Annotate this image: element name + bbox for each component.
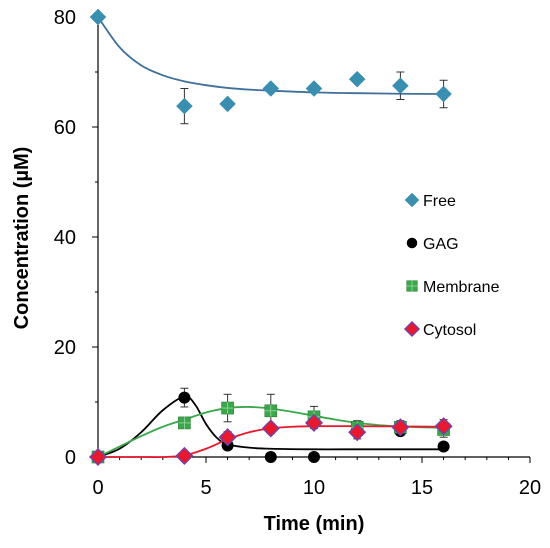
point-gag [178,391,191,404]
legend-label-cytosol: Cytosol [423,322,476,339]
point-free [89,8,107,26]
points-layer [88,8,453,467]
point-free [435,85,452,103]
x-tick-label: 0 [92,477,103,499]
point-cytosol [218,428,237,447]
point-free [305,80,323,97]
point-free [392,77,409,95]
legend-marker-cytosol [403,320,421,338]
x-tick-label: 15 [411,477,433,499]
point-cytosol [88,447,108,467]
y-tick-label: 60 [54,117,76,139]
x-tick-label: 10 [303,477,325,499]
point-cytosol [391,418,410,437]
legend-label-gag: GAG [423,236,459,253]
x-tick-label: 5 [200,477,211,499]
legend: Free GAG Membrane Cytosol [403,192,500,339]
legend-marker-gag [406,237,418,249]
point-cytosol [348,423,367,442]
fit-line-free [97,16,444,95]
y-tick-label: 0 [65,447,76,469]
point-gag [437,440,450,453]
point-free [219,95,236,113]
point-gag [308,451,320,463]
point-gag [264,451,277,463]
y-tick-label: 40 [54,227,76,249]
error-bars-layer [180,71,448,444]
point-cytosol [175,446,194,465]
point-cytosol [304,413,324,432]
y-tick-label: 80 [54,7,76,29]
legend-marker-free [404,192,420,208]
y-tick-label: 20 [54,337,76,359]
legend-label-free: Free [423,193,456,210]
point-free [262,80,280,97]
fit-line-gag [97,395,444,458]
x-tick-label: 20 [519,477,541,499]
axes-layer: 0 20 40 60 80 0 5 10 15 20 [54,7,541,499]
x-axis-title: Time (min) [264,513,365,535]
y-axis-title: Concentration (µM) [11,147,33,330]
point-cytosol [261,419,280,438]
point-free [348,70,366,88]
point-cytosol [434,417,453,436]
legend-label-membrane: Membrane [423,279,500,296]
point-free [176,97,193,115]
